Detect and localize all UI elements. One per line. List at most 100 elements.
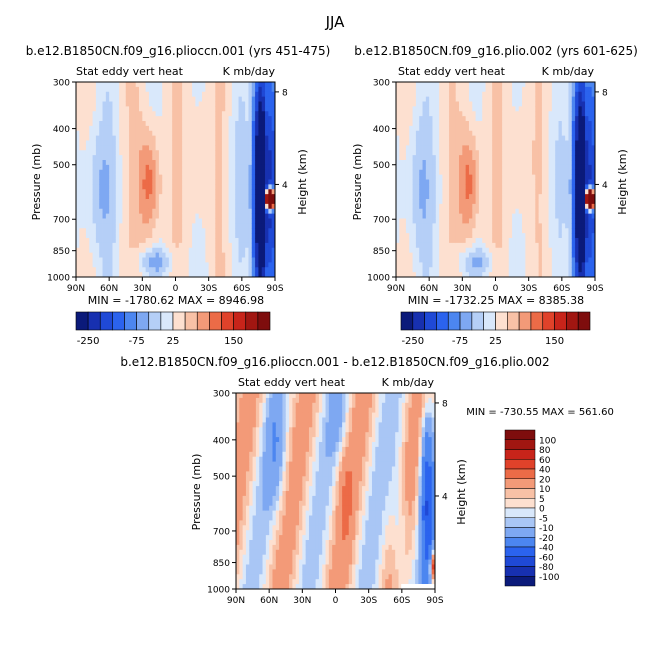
heatmap-cell	[591, 242, 596, 249]
heatmap-cell	[565, 121, 569, 127]
heatmap-cell	[245, 184, 249, 190]
heatmap-cell	[571, 199, 576, 205]
heatmap-cell	[445, 101, 450, 107]
heatmap-cell	[198, 140, 203, 146]
heatmap-cell	[125, 125, 130, 132]
heatmap-cell	[565, 228, 569, 234]
heatmap-cell	[105, 199, 110, 205]
heatmap-cell	[488, 179, 493, 185]
heatmap-cell	[498, 213, 503, 219]
heatmap-cell	[581, 150, 586, 156]
heatmap-cell	[555, 125, 559, 132]
heatmap-cell	[139, 111, 143, 117]
heatmap-cell	[432, 218, 437, 224]
heatmap-cell	[396, 233, 400, 239]
heatmap-cell	[545, 272, 549, 278]
heatmap-cell	[158, 106, 163, 112]
heatmap-cell	[241, 223, 246, 229]
heatmap-cell	[528, 213, 533, 219]
heatmap-cell	[439, 184, 443, 190]
heatmap-cell	[541, 208, 546, 215]
heatmap-cell	[168, 86, 173, 93]
heatmap-cell	[132, 247, 137, 254]
heatmap-cell	[271, 184, 276, 190]
heatmap-cell	[261, 228, 266, 234]
heatmap-cell	[419, 140, 423, 146]
heatmap-cell	[555, 164, 559, 171]
heatmap-cell	[245, 257, 249, 263]
heatmap-cell	[498, 233, 503, 239]
heatmap-cell	[485, 247, 490, 254]
heatmap-cell	[142, 145, 147, 151]
heatmap-cell	[148, 257, 153, 263]
heatmap-cell	[531, 96, 536, 102]
heatmap-cell	[125, 164, 130, 171]
heatmap-cell	[558, 238, 563, 244]
heatmap-cell	[89, 169, 93, 176]
heatmap-cell	[502, 96, 506, 102]
heatmap-cell	[541, 91, 546, 98]
heatmap-cell	[115, 223, 120, 229]
heatmap-cell	[402, 238, 407, 244]
heatmap-cell	[235, 252, 239, 258]
heatmap-cell	[588, 164, 593, 171]
heatmap-cell	[198, 199, 203, 205]
heatmap-cell	[202, 247, 206, 254]
heatmap-cell	[135, 179, 140, 185]
heatmap-cell	[442, 208, 447, 215]
heatmap-cell	[505, 189, 510, 195]
heatmap-cell	[76, 242, 80, 249]
heatmap-cell	[89, 218, 93, 224]
heatmap-cell	[508, 267, 513, 273]
heatmap-cell	[442, 267, 447, 273]
heatmap-cell	[475, 130, 480, 137]
heatmap-cell	[465, 257, 470, 263]
heatmap-cell	[198, 194, 203, 200]
heatmap-cell	[545, 174, 549, 180]
colorbar-swatch	[172, 311, 186, 331]
heatmap-cell	[109, 140, 113, 146]
heatmap-cell	[502, 155, 506, 161]
heatmap-cell	[139, 189, 143, 195]
heatmap-cell	[482, 213, 486, 219]
heatmap-cell	[442, 233, 447, 239]
heatmap-cell	[432, 101, 437, 107]
heatmap-cell	[99, 96, 103, 102]
heatmap-cell	[188, 135, 193, 141]
heatmap-cell	[208, 174, 213, 180]
heatmap-cell	[155, 106, 160, 112]
heatmap-cell	[198, 125, 203, 132]
heatmap-cell	[182, 238, 186, 244]
heatmap-cell	[502, 169, 506, 176]
heatmap-cell	[168, 125, 173, 132]
heatmap-cell	[239, 432, 244, 438]
heatmap-cell	[238, 194, 243, 200]
heatmap-cell	[235, 184, 239, 190]
heatmap-cell	[115, 199, 120, 205]
heatmap-cell	[251, 145, 256, 151]
heatmap-cell	[528, 86, 533, 93]
heatmap-cell	[175, 233, 180, 239]
heatmap-cell	[211, 208, 216, 215]
heatmap-cell	[435, 82, 440, 88]
heatmap-cell	[488, 257, 493, 263]
heatmap-cell	[182, 164, 186, 171]
heatmap-cell	[515, 155, 520, 161]
heatmap-cell	[245, 247, 249, 254]
heatmap-cell	[208, 164, 213, 171]
heatmap-cell	[221, 145, 226, 151]
heatmap-cell	[82, 223, 87, 229]
heatmap-cell	[548, 130, 553, 137]
heatmap-cell	[265, 96, 269, 102]
heatmap-cell	[515, 164, 520, 171]
heatmap-cell	[415, 145, 420, 151]
heatmap-cell	[591, 145, 596, 151]
heatmap-cell	[525, 252, 530, 258]
heatmap-cell	[429, 121, 433, 127]
heatmap-cell	[452, 257, 457, 263]
heatmap-cell	[399, 91, 404, 98]
heatmap-cell	[422, 233, 427, 239]
heatmap-cell	[415, 106, 420, 112]
heatmap-cell	[122, 96, 127, 102]
heatmap-cell	[452, 179, 457, 185]
